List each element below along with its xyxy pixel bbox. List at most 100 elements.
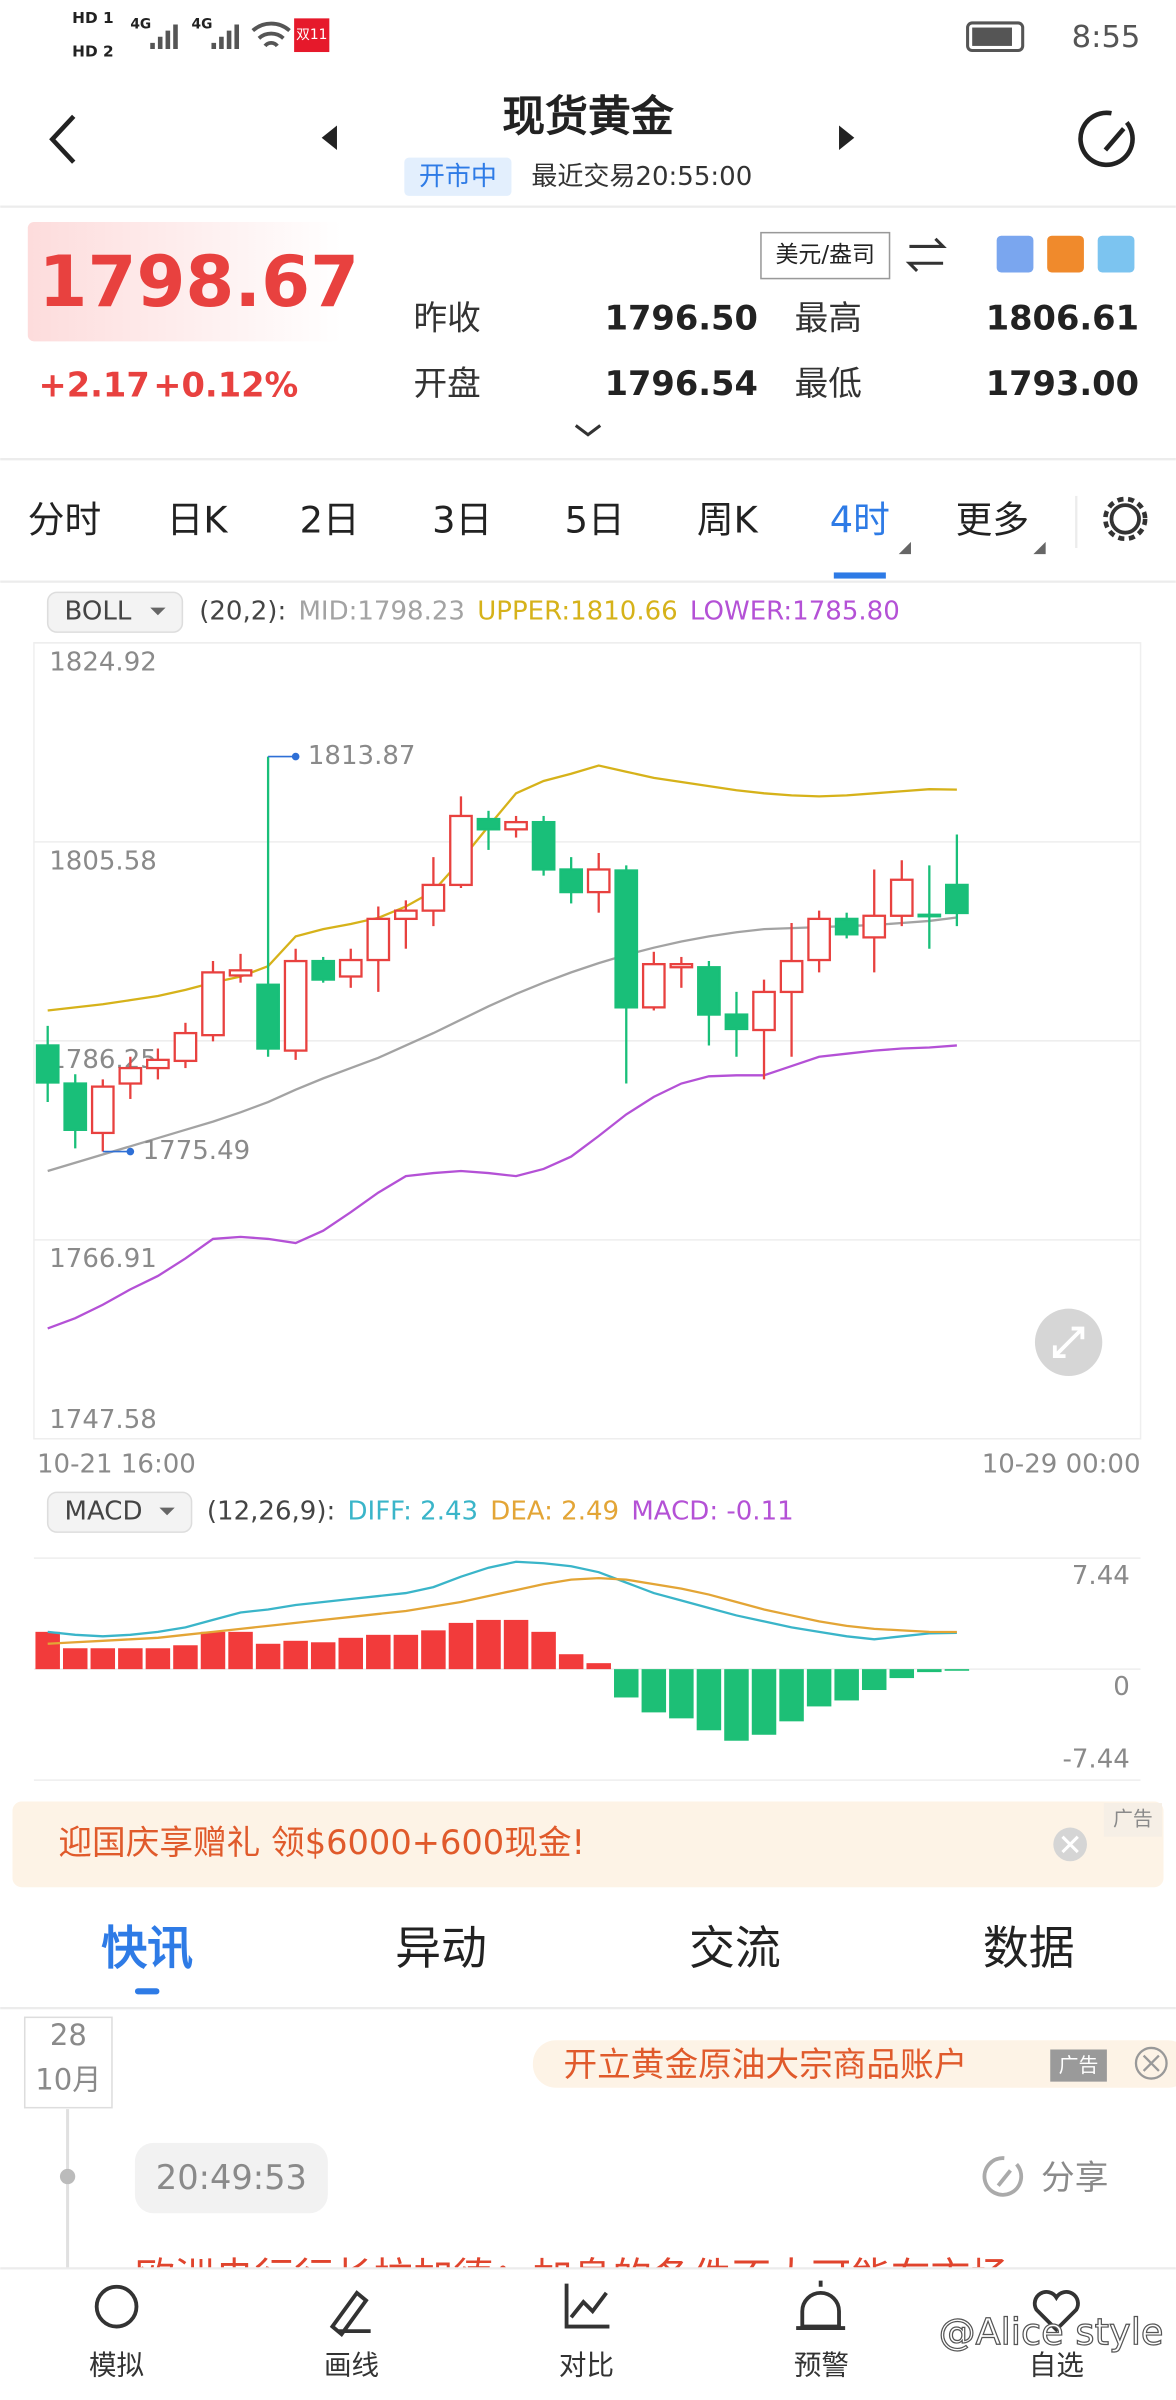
- news-tab[interactable]: 数据: [983, 1921, 1075, 1975]
- extreme-dot: [126, 1147, 135, 1156]
- refresh-button[interactable]: [1078, 110, 1135, 168]
- y-tick-label: -7.44: [1063, 1745, 1130, 1775]
- candle-body: [118, 1066, 143, 1085]
- boll-line: [47, 1044, 957, 1330]
- macd-bar: [669, 1669, 694, 1719]
- unit-button[interactable]: [760, 231, 891, 280]
- last-price: 1798.67: [39, 241, 360, 323]
- swap-icon[interactable]: [905, 237, 947, 273]
- macd-line: [47, 1560, 957, 1641]
- macd-bar: [558, 1654, 584, 1670]
- candle-body: [90, 1085, 115, 1135]
- macd-bar: [255, 1643, 281, 1670]
- tool-icon[interactable]: [1097, 235, 1135, 273]
- nav-icon: [564, 2283, 610, 2329]
- period-tab[interactable]: 5日: [565, 498, 625, 541]
- candle-body: [393, 909, 418, 921]
- badge: [294, 18, 330, 53]
- news-time: 20:49:53: [156, 2158, 307, 2197]
- refresh-needle: [1103, 127, 1126, 152]
- candle-body: [504, 820, 528, 831]
- candle-body: [338, 958, 363, 978]
- news-day: 28: [50, 2018, 87, 2052]
- period-tab[interactable]: 周K: [697, 498, 759, 541]
- share-icon[interactable]: [982, 2156, 1024, 2197]
- indicator-button[interactable]: [46, 1491, 193, 1533]
- nav-item[interactable]: 预警: [794, 2349, 849, 2381]
- tool-icon[interactable]: [996, 235, 1034, 273]
- period-tab[interactable]: 日K: [167, 498, 229, 541]
- last-trade: 最近交易20:55:00: [531, 162, 752, 192]
- period-tab[interactable]: 3日: [432, 498, 492, 541]
- badge-label: 双11: [296, 27, 327, 43]
- candle-body: [311, 959, 336, 981]
- wifi-icon: [251, 21, 291, 48]
- news-ad[interactable]: [532, 2040, 1176, 2088]
- macd-bar: [531, 1631, 556, 1670]
- nav-item[interactable]: 画线: [324, 2349, 379, 2381]
- macd-bar: [173, 1645, 198, 1670]
- macd-bar: [476, 1619, 501, 1670]
- candle-body: [449, 814, 473, 887]
- macd-bar: [861, 1669, 887, 1691]
- candle-body: [421, 883, 446, 912]
- period-tab[interactable]: 4时: [830, 498, 890, 541]
- nav-item[interactable]: 自选: [1029, 2349, 1084, 2381]
- indicator-value: MID:1798.23: [298, 597, 465, 627]
- indicator-value: DIFF: 2.43: [347, 1497, 478, 1527]
- expand-chevron[interactable]: [574, 424, 602, 437]
- back-button[interactable]: [49, 114, 76, 164]
- nav-item[interactable]: 模拟: [89, 2349, 144, 2381]
- candle-body: [889, 878, 914, 917]
- candle-body: [366, 917, 391, 962]
- nav-icon: [1032, 2289, 1080, 2333]
- candle-body: [531, 820, 556, 871]
- candle-body: [641, 962, 666, 1009]
- extreme-dot: [291, 752, 300, 761]
- settings-button[interactable]: [1109, 503, 1141, 535]
- period-tab[interactable]: 分时: [28, 498, 101, 541]
- news-tab[interactable]: 交流: [689, 1921, 781, 1975]
- indicator-value: MACD: -0.11: [631, 1497, 793, 1527]
- candle-body: [35, 1044, 60, 1084]
- macd-bar: [90, 1648, 116, 1670]
- stat-value: 1796.50: [605, 298, 758, 337]
- candle-body: [917, 913, 942, 918]
- news-tab[interactable]: 异动: [395, 1921, 487, 1975]
- ad-tag: 广告: [1113, 1807, 1153, 1830]
- period-tab[interactable]: 2日: [300, 498, 360, 541]
- boll-line: [47, 916, 958, 1173]
- candle-body: [724, 1013, 749, 1031]
- ad-banner[interactable]: [12, 1801, 1164, 1888]
- macd-bar: [834, 1669, 859, 1701]
- y-tick-label: 0: [1113, 1672, 1130, 1702]
- tool-icon[interactable]: [1047, 235, 1084, 273]
- market-status: 开市中: [419, 162, 497, 192]
- watermark: @Alice style: [939, 2311, 1164, 2354]
- candle-body: [256, 983, 280, 1050]
- close-button[interactable]: [1134, 2046, 1168, 2080]
- indicator-params: (20,2):: [199, 597, 286, 627]
- share-label[interactable]: 分享: [1041, 2158, 1108, 2197]
- prev-button[interactable]: [321, 125, 337, 150]
- nav-item[interactable]: 对比: [559, 2349, 614, 2381]
- candle-body: [283, 959, 308, 1052]
- candle-body: [201, 971, 225, 1037]
- stat-value: 1796.54: [605, 364, 758, 403]
- indicator-value: LOWER:1785.80: [690, 597, 900, 627]
- news-tab[interactable]: 快讯: [101, 1921, 193, 1975]
- macd-bar: [200, 1631, 226, 1670]
- macd-bar: [806, 1669, 832, 1707]
- indicator-name: MACD: [65, 1497, 143, 1527]
- candle-body: [559, 868, 584, 894]
- period-tab[interactable]: 更多: [956, 498, 1029, 541]
- next-button[interactable]: [839, 125, 855, 150]
- news-ad-text: 开立黄金原油大宗商品账户: [564, 2045, 968, 2084]
- candle-body: [862, 914, 887, 939]
- indicator-button[interactable]: [46, 591, 184, 633]
- macd-bar: [641, 1669, 667, 1713]
- macd-bar: [889, 1669, 915, 1679]
- nav-icon: [796, 2280, 846, 2330]
- macd-bar: [586, 1663, 611, 1670]
